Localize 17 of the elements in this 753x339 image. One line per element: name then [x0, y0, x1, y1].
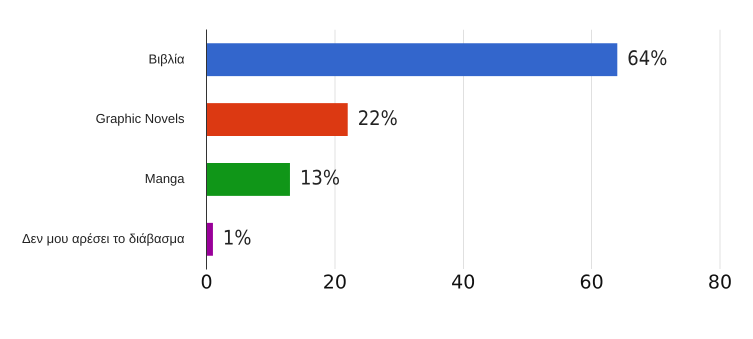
- bar: [207, 103, 348, 136]
- data-label: 22%: [358, 106, 398, 130]
- y-tick-label: Βιβλία: [148, 51, 185, 66]
- bar: [207, 222, 213, 256]
- data-label: 13%: [300, 166, 340, 190]
- data-label: 1%: [222, 225, 252, 250]
- x-tick-label: 60: [580, 272, 604, 294]
- data-label: 64%: [627, 46, 668, 70]
- y-tick-label: Graphic Novels: [96, 111, 186, 126]
- x-tick-label: 0: [200, 272, 213, 294]
- y-tick-label: Manga: [144, 171, 186, 186]
- x-tick-label: 40: [451, 272, 476, 294]
- x-tick-label: 20: [322, 272, 347, 294]
- y-tick-label: Δεν μου αρέσει το διάβασμα: [22, 230, 185, 246]
- bar: [207, 162, 290, 196]
- x-tick-label: 80: [708, 272, 732, 294]
- bar: [207, 43, 618, 76]
